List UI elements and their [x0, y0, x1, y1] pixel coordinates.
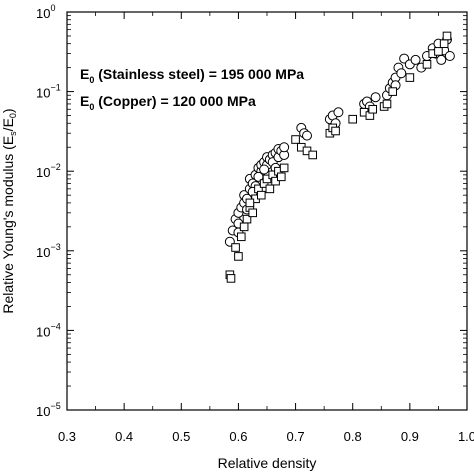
x-tick-labels: 0.3 0.4 0.5 0.6 0.7 0.8 0.9 1.0: [58, 429, 474, 444]
circle-point: [436, 54, 447, 65]
circle-point: [370, 92, 381, 103]
circle-point: [259, 164, 270, 175]
square-point: [422, 60, 432, 69]
y-tick-label: 10−1: [36, 83, 61, 101]
x-tick-label: 0.5: [172, 429, 190, 444]
square-point: [231, 243, 240, 252]
y-tick-label: 100: [36, 3, 55, 21]
square-point: [434, 47, 443, 56]
square-point: [368, 104, 378, 114]
annotation-copper: E0 (Copper) = 120 000 MPa: [80, 93, 256, 112]
square-point: [226, 274, 236, 283]
axis-ticks: [66, 11, 468, 411]
circle-point: [410, 54, 421, 65]
circle-point: [302, 130, 312, 141]
square-point: [236, 232, 246, 242]
square-point: [256, 190, 266, 200]
y-tick-label: 10−2: [36, 162, 61, 180]
square-point: [276, 172, 286, 182]
circle-point: [333, 107, 344, 118]
x-tick-label: 0.3: [58, 429, 76, 444]
square-point: [245, 198, 255, 208]
x-tick-label: 0.6: [229, 429, 247, 444]
x-tick-label: 0.8: [344, 429, 362, 444]
square-point: [248, 208, 258, 218]
y-axis-title: Relative Young's modulus (Es/E0): [0, 108, 18, 313]
square-point: [291, 135, 300, 144]
square-point: [242, 214, 252, 224]
square-point: [279, 163, 289, 173]
circle-point: [396, 68, 407, 79]
square-point: [308, 150, 318, 160]
square-point: [234, 252, 243, 261]
y-tick-label: 10−5: [36, 401, 61, 419]
square-point: [382, 99, 392, 109]
square-point: [442, 31, 452, 41]
x-tick-label: 1.0: [458, 429, 474, 444]
square-point: [388, 87, 398, 96]
square-point: [271, 176, 280, 186]
square-point: [405, 73, 415, 82]
y-tick-label: 10−3: [36, 242, 61, 260]
y-tick-labels: 100 10−1 10−2 10−3 10−4 10−5: [36, 3, 61, 419]
data-points: [224, 31, 455, 283]
square-point: [439, 39, 449, 48]
x-tick-label: 0.9: [401, 429, 419, 444]
circle-point: [279, 142, 290, 153]
square-point: [348, 114, 358, 124]
square-point: [265, 184, 275, 194]
annotation-stainless-steel: E0 (Stainless steel) = 195 000 MPa: [80, 66, 304, 85]
square-point: [331, 126, 340, 136]
x-axis-title: Relative density: [218, 455, 317, 471]
x-tick-label: 0.7: [287, 429, 305, 444]
circle-point: [444, 51, 455, 62]
x-tick-label: 0.4: [115, 429, 133, 444]
square-point: [239, 222, 249, 232]
y-tick-label: 10−4: [36, 321, 61, 339]
